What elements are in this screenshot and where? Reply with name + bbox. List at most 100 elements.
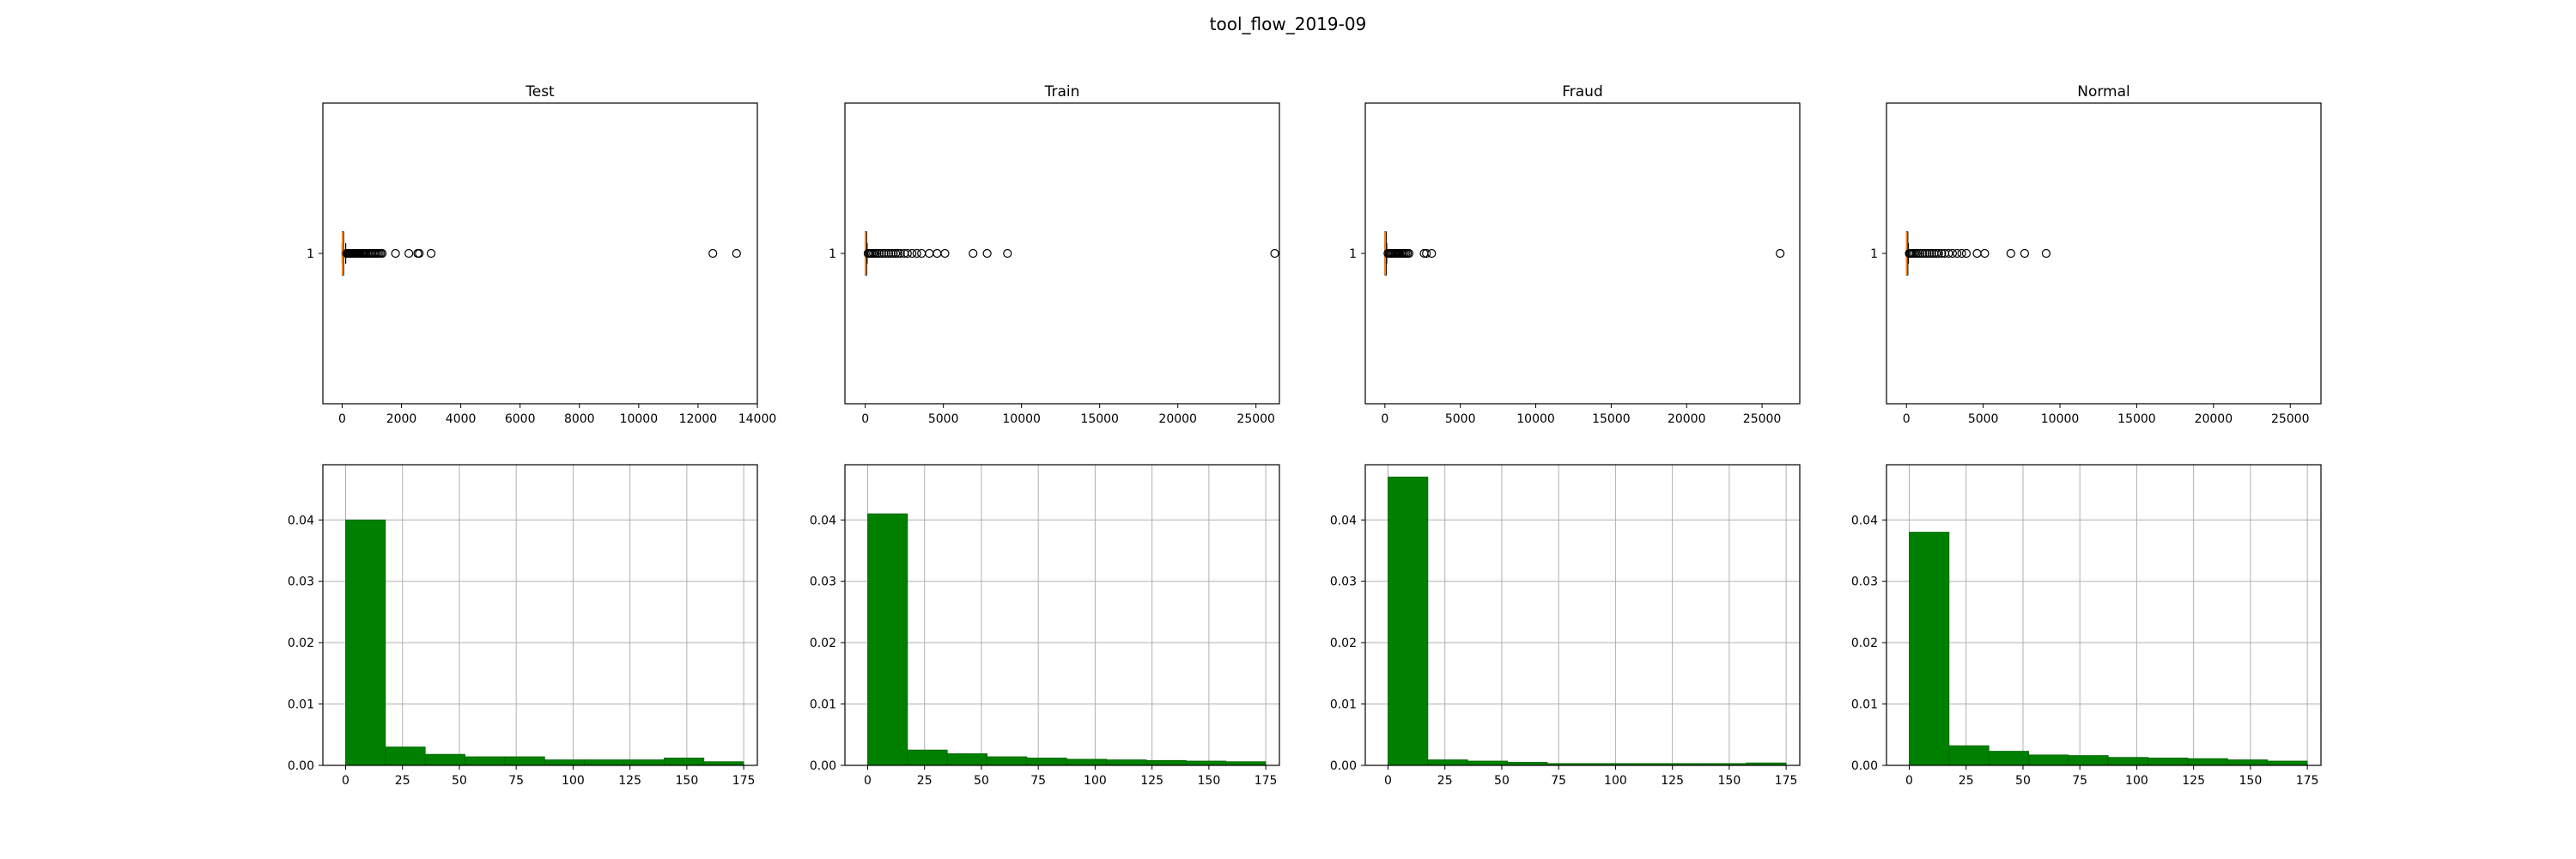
flier-point: [908, 248, 917, 259]
histogram-bar: [1106, 759, 1147, 766]
x-tick-label: 0: [1381, 412, 1388, 426]
histogram-bar: [2068, 755, 2109, 766]
x-tick-label: 8000: [564, 412, 595, 426]
x-tick-label: 14000: [738, 412, 777, 426]
flier-point: [1932, 248, 1941, 259]
flier-point: [874, 248, 884, 259]
histogram-panel-train: 0 25 50 75 100 125 150 175 0.00 0.01 0.02 0.03 0.04: [810, 464, 1280, 788]
histogram-bar: [1988, 751, 2029, 766]
flier-point: [893, 248, 902, 259]
x-tick-label: 0: [338, 412, 346, 426]
x-tick-label: 50: [1494, 774, 1510, 788]
panel-title: Test: [525, 83, 555, 101]
y-tick-label: 0.02: [288, 637, 314, 650]
flier-point: [708, 248, 718, 259]
plot-frame: [1364, 464, 1801, 766]
flier-point: [1913, 248, 1923, 259]
x-tick-label: 0: [1384, 774, 1392, 788]
x-tick-label: 2000: [386, 412, 417, 426]
x-tick-label: 150: [1718, 774, 1741, 788]
x-tick-label: 5000: [1968, 412, 1999, 426]
x-tick-label: 125: [2182, 774, 2205, 788]
y-tick-label: 0.01: [810, 698, 836, 712]
flier-point: [912, 248, 921, 259]
y-tick-label: 0.03: [1330, 576, 1357, 589]
boxplot-panel-normal: Normal 0 5000 10000 15000 20000 25000 1: [1870, 83, 2322, 426]
histogram-bar: [385, 746, 426, 766]
flier-point: [1980, 248, 1990, 259]
histogram-bar: [1388, 476, 1429, 766]
flier-point: [877, 248, 886, 259]
y-tick-label: 0.02: [1330, 637, 1357, 650]
x-tick-label: 20000: [2195, 412, 2233, 426]
y-tick-label: 0.04: [810, 514, 836, 527]
flier-point: [1937, 248, 1947, 259]
flier-point: [1953, 248, 1962, 259]
x-tick-label: 25: [395, 774, 410, 788]
x-tick-label: 12000: [679, 412, 718, 426]
histogram-panel-test: 0 25 50 75 100 125 150 175 0.00 0.01 0.02 0.03 0.04: [288, 464, 758, 788]
x-tick-label: 75: [2072, 774, 2087, 788]
histogram-panel-normal: 0 25 50 75 100 125 150 175 0.00 0.01 0.02 0.03 0.04: [1851, 464, 2322, 788]
x-tick-label: 4000: [446, 412, 477, 426]
panel-title: Fraud: [1562, 83, 1603, 101]
flier-point: [391, 248, 400, 259]
histogram-bar: [1145, 759, 1187, 766]
flier-point: [1917, 248, 1928, 259]
flier-point: [404, 248, 414, 259]
x-tick-label: 125: [618, 774, 641, 788]
flier-point: [1927, 248, 1936, 259]
y-tick-label: 0.00: [1330, 759, 1357, 773]
flier-point: [415, 248, 424, 259]
flier-point: [886, 248, 896, 259]
flier-point: [1934, 248, 1943, 259]
histogram-bar: [907, 749, 948, 766]
flier-point: [896, 248, 905, 259]
boxplot-panel-test: Test 0 2000 4000 6000 8000 10000 12000 14000 1: [307, 83, 776, 426]
y-tick-label: 0.00: [288, 759, 314, 773]
x-tick-label: 100: [1084, 774, 1107, 788]
x-tick-label: 10000: [620, 412, 659, 426]
histogram-panel-fraud: 0 25 50 75 100 125 150 175 0.00 0.01 0.02 0.03 0.04: [1330, 464, 1801, 788]
flier-point: [1270, 248, 1279, 259]
x-tick-label: 10000: [1516, 412, 1555, 426]
flier-point: [969, 248, 978, 259]
flier-point: [426, 248, 436, 259]
x-tick-label: 150: [1198, 774, 1221, 788]
x-tick-label: 0: [864, 774, 872, 788]
x-tick-label: 150: [2239, 774, 2263, 788]
histogram-bar: [2148, 758, 2189, 766]
x-tick-label: 0: [1903, 412, 1911, 426]
flier-point: [1924, 248, 1935, 259]
histogram-bar: [584, 759, 625, 766]
flier-point: [982, 248, 992, 259]
figure-title: tool_flow_2019-09: [1210, 14, 1367, 34]
boxplot-panel-fraud: Fraud 0 5000 10000 15000 20000 25000 1: [1349, 83, 1801, 426]
flier-point: [1957, 248, 1966, 259]
histogram-bar: [703, 761, 744, 766]
plot-frame: [322, 464, 758, 766]
flier-point: [1916, 248, 1925, 259]
x-tick-label: 75: [1551, 774, 1566, 788]
y-tick-label: 0.02: [810, 637, 836, 650]
x-tick-label: 25000: [1236, 412, 1275, 426]
x-tick-label: 20000: [1668, 412, 1706, 426]
histogram-bar: [2107, 757, 2149, 766]
plot-frame: [844, 464, 1280, 766]
flier-point: [882, 248, 891, 259]
x-tick-label: 0: [861, 412, 869, 426]
x-tick-label: 50: [452, 774, 467, 788]
flier-point: [902, 248, 912, 259]
histogram-bar: [946, 753, 987, 766]
x-tick-label: 25: [1959, 774, 1974, 788]
x-tick-label: 125: [1140, 774, 1163, 788]
plot-frame: [1886, 464, 2322, 766]
histogram-bar: [544, 759, 586, 766]
boxplot-panel-train: Train 0 5000 10000 15000 20000 25000 1: [829, 83, 1280, 426]
flier-point: [1920, 248, 1929, 259]
panel-title: Train: [1044, 83, 1080, 101]
histogram-bar: [2227, 759, 2269, 766]
